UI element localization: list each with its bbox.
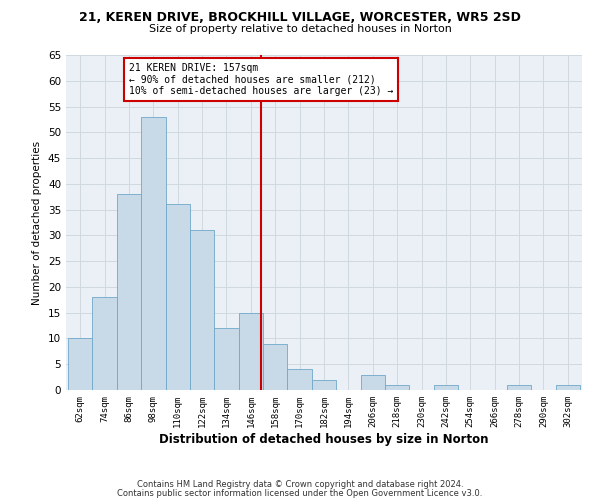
X-axis label: Distribution of detached houses by size in Norton: Distribution of detached houses by size … [159,432,489,446]
Text: Size of property relative to detached houses in Norton: Size of property relative to detached ho… [149,24,451,34]
Bar [214,328,239,390]
Bar [312,380,336,390]
Bar [92,297,117,390]
Bar [239,312,263,390]
Text: 21 KEREN DRIVE: 157sqm
← 90% of detached houses are smaller (212)
10% of semi-de: 21 KEREN DRIVE: 157sqm ← 90% of detached… [129,62,394,96]
Bar [385,385,409,390]
Bar [263,344,287,390]
Bar [287,370,312,390]
Bar [141,117,166,390]
Bar [434,385,458,390]
Bar [68,338,92,390]
Bar [190,230,214,390]
Text: Contains HM Land Registry data © Crown copyright and database right 2024.: Contains HM Land Registry data © Crown c… [137,480,463,489]
Bar [117,194,141,390]
Bar [361,374,385,390]
Text: Contains public sector information licensed under the Open Government Licence v3: Contains public sector information licen… [118,488,482,498]
Text: 21, KEREN DRIVE, BROCKHILL VILLAGE, WORCESTER, WR5 2SD: 21, KEREN DRIVE, BROCKHILL VILLAGE, WORC… [79,11,521,24]
Bar [556,385,580,390]
Y-axis label: Number of detached properties: Number of detached properties [32,140,43,304]
Bar [166,204,190,390]
Bar [507,385,531,390]
